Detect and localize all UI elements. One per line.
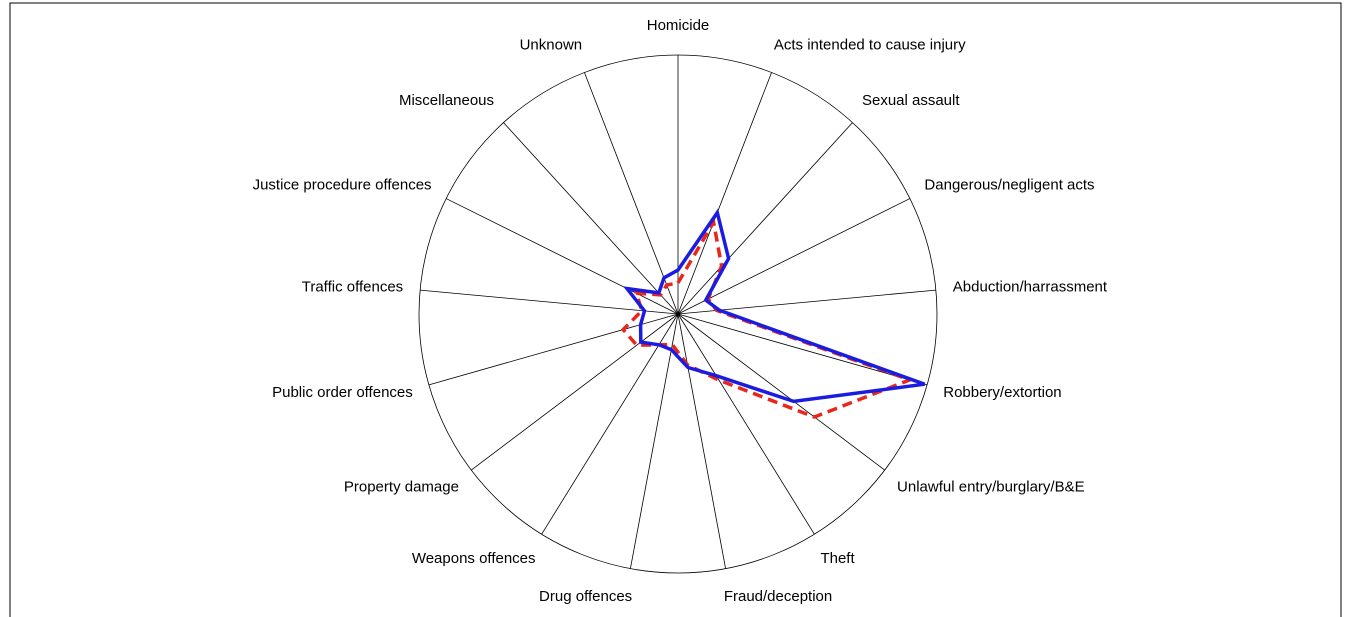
category-label: Acts intended to cause injury [774,36,966,53]
category-label: Miscellaneous [399,92,494,109]
spoke [677,72,772,315]
spoke [630,313,679,569]
spoke [677,313,885,471]
category-label: Fraud/deception [724,588,832,605]
category-label: Unlawful entry/burglary/B&E [897,479,1085,496]
category-label: Justice procedure offences [253,177,432,194]
category-label: Homicide [647,17,710,34]
category-label: Dangerous/negligent acts [924,177,1094,194]
spoke [503,122,679,315]
spoke [584,72,679,315]
spoke [420,289,679,315]
category-label: Unknown [520,36,583,53]
category-label: Robbery/extortion [943,384,1061,401]
series-line [622,208,926,404]
category-label: Drug offences [539,588,632,605]
spoke [541,313,679,535]
spoke [677,122,853,315]
spoke [677,198,911,315]
spoke [428,313,679,386]
category-label: Traffic offences [302,278,403,295]
series-line [620,217,915,419]
spoke [677,313,815,535]
spoke [677,313,726,569]
spoke [445,198,679,315]
category-label: Abduction/harrassment [953,278,1108,295]
category-label: Property damage [344,479,459,496]
category-label: Public order offences [272,384,413,401]
category-label: Sexual assault [862,92,960,109]
plot-frame [9,2,1342,617]
category-label: Theft [820,550,855,567]
category-label: Weapons offences [412,550,536,567]
spoke [471,313,679,471]
